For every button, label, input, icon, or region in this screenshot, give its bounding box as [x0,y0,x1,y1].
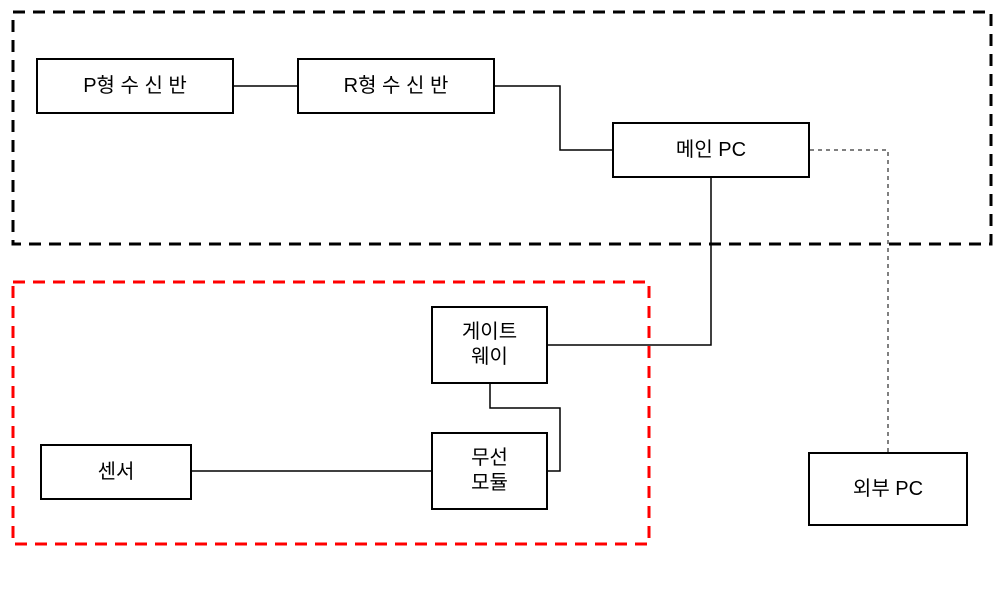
node-p-receiver: P형 수 신 반 [36,58,234,114]
node-label-wireless: 무선 모듈 [471,446,508,496]
diagram-canvas: P형 수 신 반 R형 수 신 반메인 PC 게이트 웨이무선 모듈 센서외부 PC [0,0,1003,598]
node-r-receiver: R형 수 신 반 [297,58,495,114]
container-group-bottom [13,282,649,544]
edge-e-main-gateway [548,178,711,345]
node-label-r-receiver: R형 수 신 반 [344,74,449,99]
edge-e-main-external [810,150,888,452]
node-label-sensor: 센서 [98,460,135,485]
node-external-pc: 외부 PC [808,452,968,526]
edge-e-r-main [495,86,612,150]
node-label-gateway: 게이트 웨이 [462,320,517,370]
node-label-p-receiver: P형 수 신 반 [83,74,187,99]
node-label-main-pc: 메인 PC [676,138,746,163]
node-gateway: 게이트 웨이 [431,306,548,384]
node-label-external-pc: 외부 PC [853,477,923,502]
node-main-pc: 메인 PC [612,122,810,178]
container-group-top [13,12,991,244]
node-sensor: 센서 [40,444,192,500]
node-wireless: 무선 모듈 [431,432,548,510]
